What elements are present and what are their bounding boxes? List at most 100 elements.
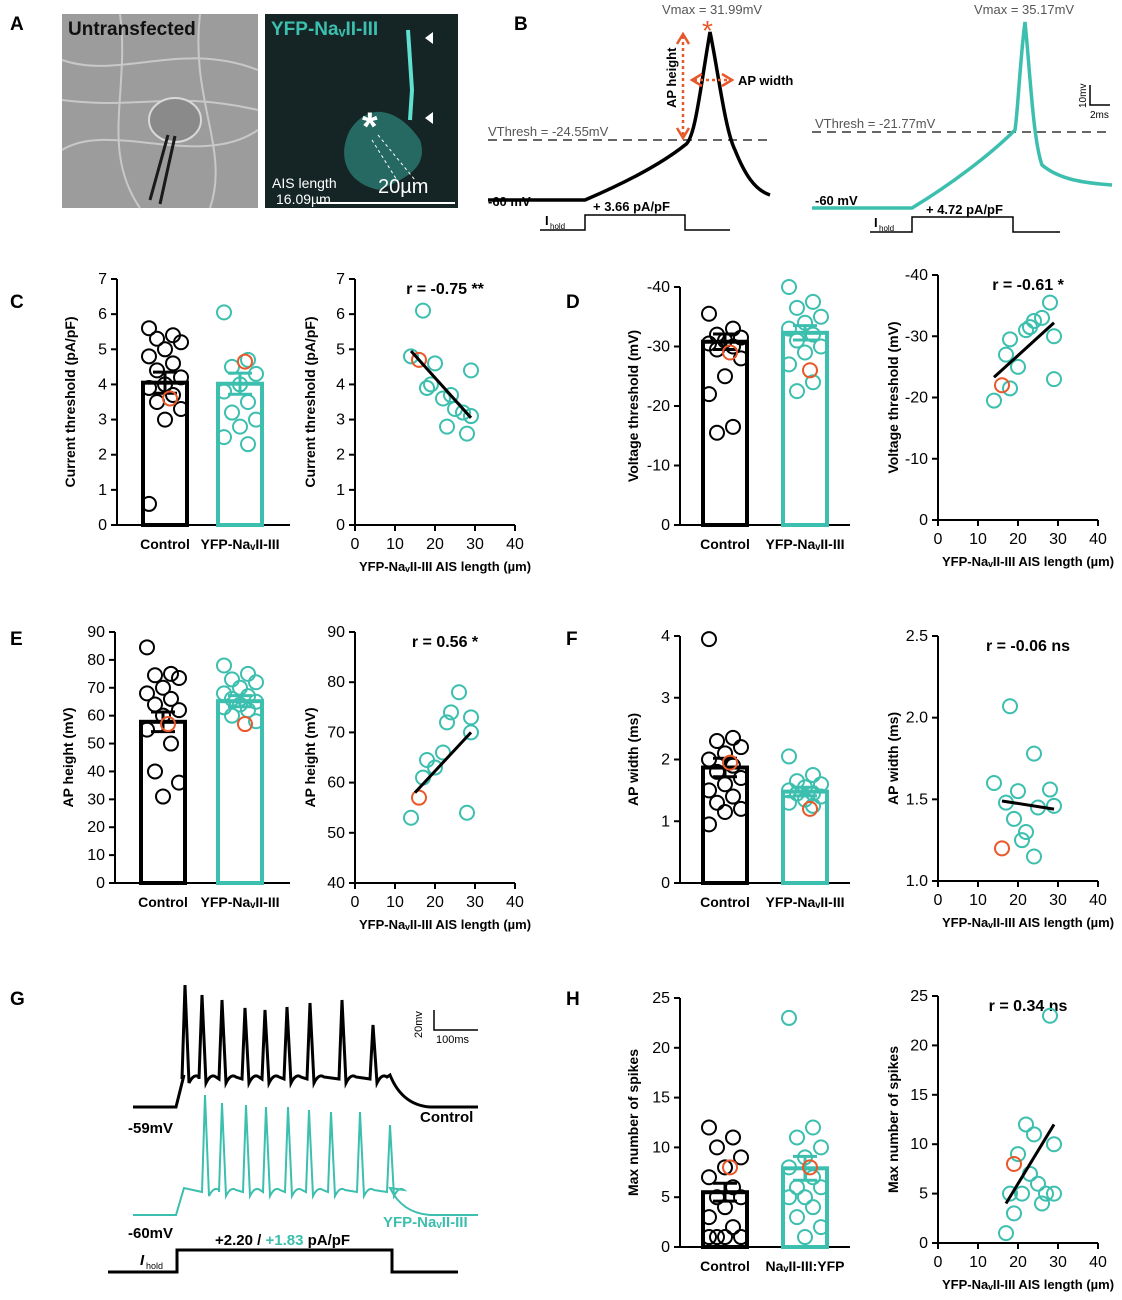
x-tick-label: 30 [466, 894, 484, 911]
data-point [733, 770, 749, 787]
data-point [797, 1149, 813, 1166]
data-point [717, 1229, 733, 1246]
data-point [805, 766, 821, 783]
data-point [157, 411, 173, 428]
category-label: Control [700, 536, 750, 552]
data-point [155, 679, 171, 696]
panel-letter: G [10, 989, 25, 1010]
data-point [163, 690, 179, 707]
x-tick-label: 30 [1049, 892, 1067, 909]
y-tick-label: 20 [87, 819, 105, 836]
y-tick-label: -30 [647, 339, 670, 356]
data-point [733, 329, 749, 346]
data-point [789, 299, 805, 316]
data-point [701, 751, 717, 768]
scale-t: 2ms [1090, 110, 1109, 121]
data-point [701, 1169, 717, 1186]
ap-width-label: AP width [738, 73, 793, 88]
data-point [459, 804, 475, 821]
data-point [781, 1159, 797, 1176]
annotation: r = -0.75 ** [406, 281, 485, 298]
data-point [725, 729, 741, 746]
category-label: Control [140, 536, 190, 552]
data-point [701, 386, 717, 403]
data-point [463, 724, 479, 741]
data-point [237, 353, 253, 370]
data-point [813, 308, 829, 325]
data-point [1010, 358, 1026, 375]
data-point [141, 495, 157, 512]
x-tick-label: 30 [1049, 531, 1067, 548]
data-point [216, 304, 232, 321]
y-tick-label: 90 [87, 624, 105, 641]
data-point [248, 411, 264, 428]
x-axis-label: YFP-NaᵥII-III AIS length (µm) [942, 1277, 1114, 1292]
peak-marker: * [702, 15, 713, 46]
ihold-label: I [140, 1252, 145, 1269]
data-point [237, 716, 253, 733]
data-point [994, 377, 1010, 394]
data-point [797, 314, 813, 331]
data-point [1006, 1205, 1022, 1222]
y-tick-label: 60 [87, 708, 105, 725]
y-tick-label: 0 [336, 517, 345, 534]
y-tick-label: -10 [905, 451, 928, 468]
current-label: + 3.66 pA/pF [593, 199, 670, 214]
data-point [419, 379, 435, 396]
ihold-sub: hold [879, 224, 894, 233]
vthresh-label: VThresh = -24.55mV [488, 124, 609, 139]
data-point [165, 355, 181, 372]
data-point [1018, 1116, 1034, 1133]
data-point [163, 665, 179, 682]
error-bar [793, 324, 817, 342]
data-point [1002, 698, 1018, 715]
data-point [173, 369, 189, 386]
data-point [781, 1009, 797, 1026]
data-point [232, 696, 248, 713]
x-tick-label: 0 [934, 531, 943, 548]
y-tick-label: 50 [327, 825, 345, 842]
data-point [805, 326, 821, 343]
category-label: YFP-NaᵥII-III [201, 894, 280, 910]
trace-label: Control [420, 1109, 473, 1126]
data-point [216, 383, 232, 400]
data-point [701, 1229, 717, 1246]
data-point [411, 351, 427, 368]
data-point [443, 704, 459, 721]
category-label: Control [700, 894, 750, 910]
data-point [725, 788, 741, 805]
x-tick-label: 40 [506, 894, 524, 911]
y-tick-label: 1 [661, 813, 670, 830]
data-point [733, 1189, 749, 1206]
y-tick-label: 2.0 [906, 710, 928, 727]
data-point [1014, 832, 1030, 849]
y-axis-label: Max number of spikes [625, 1049, 641, 1196]
x-tick-label: 40 [506, 536, 524, 553]
data-point [1034, 309, 1050, 326]
x-tick-label: 10 [969, 892, 987, 909]
data-point [1026, 745, 1042, 762]
rest-label: -60 mV [815, 193, 858, 208]
vthresh-label: VThresh = -21.77mV [815, 116, 936, 131]
data-point [813, 776, 829, 793]
data-point [248, 365, 264, 382]
ais-guide [371, 134, 416, 186]
y-tick-label: 1 [98, 482, 107, 499]
data-point [240, 436, 256, 453]
data-point [139, 685, 155, 702]
data-point [781, 782, 797, 799]
y-tick-label: 40 [327, 875, 345, 892]
data-point [149, 330, 165, 347]
data-point [1006, 1155, 1022, 1172]
data-point [1042, 1007, 1058, 1024]
data-point [1014, 1185, 1030, 1202]
y-tick-label: 50 [87, 736, 105, 753]
arrow-heads [689, 72, 735, 88]
fit-line [1001, 799, 1055, 811]
y-tick-label: 5 [336, 341, 345, 358]
x-axis-label: YFP-NaᵥII-III AIS length (µm) [359, 559, 531, 574]
data-point [733, 739, 749, 756]
y-tick-label: 2 [336, 447, 345, 464]
y-tick-label: 2 [98, 447, 107, 464]
data-point [232, 418, 248, 435]
